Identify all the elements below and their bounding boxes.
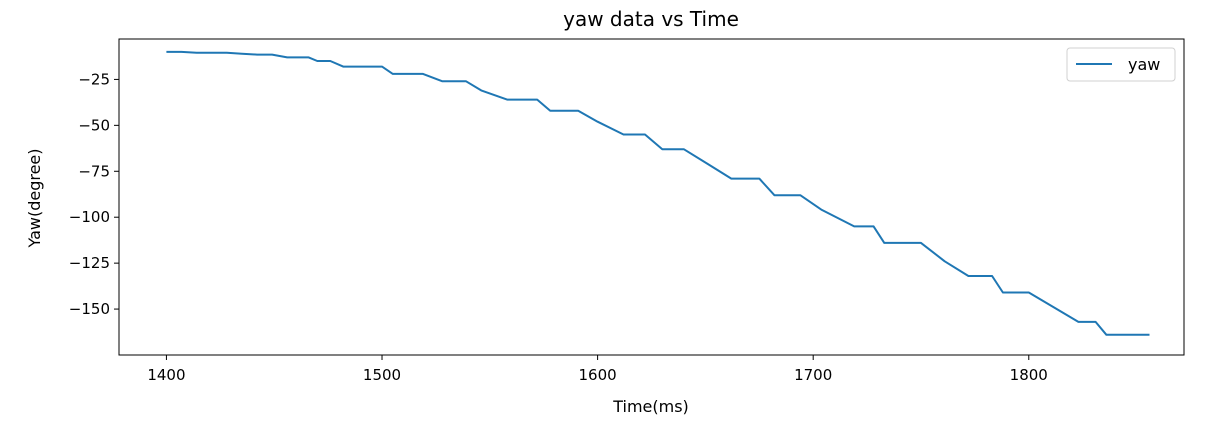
y-axis-label: Yaw(degree) [25,148,44,248]
y-tick-label: −75 [78,162,110,180]
y-tick-label: −50 [78,116,110,134]
x-tick-label: 1800 [1010,366,1048,384]
legend-box [1066,47,1176,82]
plot-area [118,38,1185,356]
legend: yaw [1066,47,1176,82]
x-tick-label: 1500 [363,366,401,384]
x-tick-label: 1600 [579,366,617,384]
y-tick-label: −125 [69,254,110,272]
chart-title: yaw data vs Time [563,7,739,31]
series-line-yaw [166,50,1150,336]
y-tick-label: −150 [69,300,110,318]
x-axis-ticks: 1400 1500 1600 1700 1800 [147,355,1048,384]
y-tick-label: −100 [69,208,110,226]
legend-label-yaw: yaw [1128,55,1160,74]
x-tick-label: 1400 [147,366,185,384]
x-tick-label: 1700 [794,366,832,384]
y-axis-ticks: −25 −50 −75 −100 −125 −150 [69,70,119,318]
y-tick-label: −25 [78,70,110,88]
x-axis-label: Time(ms) [612,397,689,416]
